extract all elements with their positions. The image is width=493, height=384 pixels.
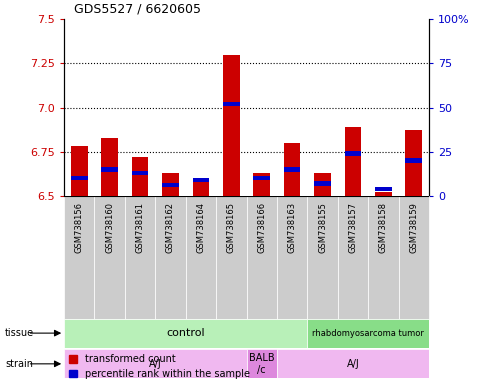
Bar (375, 192, 391, 196)
Bar (132, 157, 148, 196)
Bar (186, 196, 216, 319)
Bar (64, 349, 246, 378)
Bar (307, 196, 338, 319)
Text: GSM738157: GSM738157 (349, 202, 357, 253)
Text: GSM738164: GSM738164 (196, 202, 206, 253)
Bar (223, 102, 240, 106)
Text: GSM738158: GSM738158 (379, 202, 388, 253)
Bar (132, 170, 148, 175)
Bar (71, 176, 88, 180)
Text: control: control (166, 328, 205, 338)
Text: GSM738165: GSM738165 (227, 202, 236, 253)
Bar (314, 173, 331, 196)
Text: GSM738166: GSM738166 (257, 202, 266, 253)
Text: GSM738156: GSM738156 (75, 202, 84, 253)
Bar (398, 196, 429, 319)
Text: tissue: tissue (5, 328, 34, 338)
Text: GSM738155: GSM738155 (318, 202, 327, 253)
Text: GSM738163: GSM738163 (287, 202, 297, 253)
Bar (253, 173, 270, 196)
Bar (345, 127, 361, 196)
Bar (64, 319, 307, 348)
Text: GSM738159: GSM738159 (409, 202, 418, 253)
Bar (162, 183, 179, 187)
Legend: transformed count, percentile rank within the sample: transformed count, percentile rank withi… (69, 354, 249, 379)
Text: strain: strain (5, 359, 33, 369)
Bar (253, 176, 270, 180)
Bar (314, 181, 331, 186)
Text: GSM738160: GSM738160 (105, 202, 114, 253)
Bar (193, 178, 209, 182)
Bar (155, 196, 186, 319)
Bar (368, 196, 398, 319)
Bar (246, 349, 277, 378)
Bar (162, 173, 179, 196)
Bar (95, 196, 125, 319)
Bar (405, 131, 422, 196)
Text: GSM738161: GSM738161 (136, 202, 144, 253)
Bar (223, 55, 240, 196)
Bar (345, 151, 361, 156)
Bar (307, 319, 429, 348)
Bar (216, 196, 246, 319)
Bar (246, 196, 277, 319)
Bar (277, 349, 429, 378)
Bar (102, 137, 118, 196)
Bar (284, 143, 300, 196)
Bar (375, 187, 391, 191)
Text: GSM738162: GSM738162 (166, 202, 175, 253)
Text: GDS5527 / 6620605: GDS5527 / 6620605 (74, 2, 201, 15)
Bar (405, 158, 422, 163)
Text: A/J: A/J (347, 359, 359, 369)
Bar (102, 167, 118, 172)
Bar (193, 178, 209, 196)
Bar (64, 196, 95, 319)
Bar (338, 196, 368, 319)
Text: A/J: A/J (149, 359, 162, 369)
Text: rhabdomyosarcoma tumor: rhabdomyosarcoma tumor (312, 329, 424, 338)
Bar (125, 196, 155, 319)
Bar (277, 196, 307, 319)
Bar (284, 167, 300, 172)
Text: BALB
/c: BALB /c (249, 353, 275, 375)
Bar (71, 146, 88, 196)
